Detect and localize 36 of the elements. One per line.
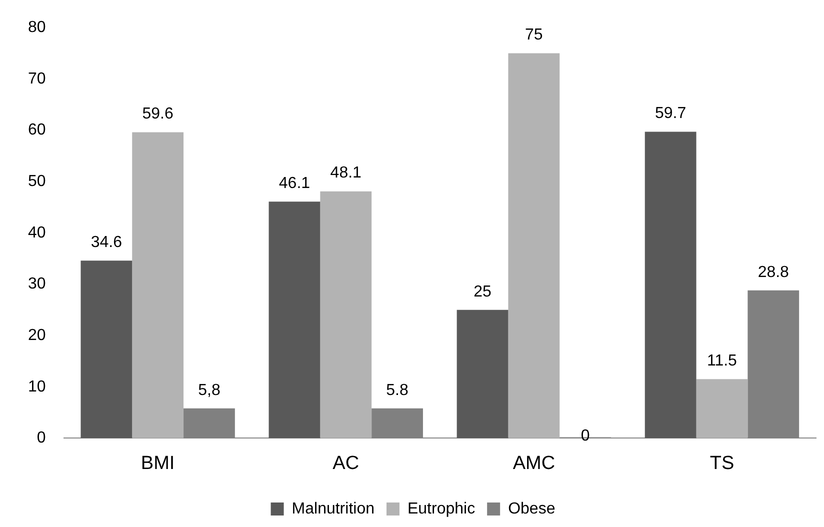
y-tick-label: 70 — [28, 70, 46, 88]
bar — [696, 379, 748, 438]
bar — [508, 53, 560, 438]
data-label: 59.7 — [655, 105, 686, 122]
bar — [132, 132, 184, 438]
y-tick-label: 30 — [28, 276, 46, 293]
bar — [80, 260, 132, 438]
data-label: 75 — [525, 26, 543, 44]
bar — [456, 310, 508, 438]
data-label: 11.5 — [707, 352, 738, 370]
bar — [644, 132, 696, 438]
y-tick-label: 20 — [28, 326, 46, 344]
y-tick-label: 0 — [36, 430, 46, 447]
x-tick-label: BMI — [140, 452, 175, 474]
data-label: 59.6 — [142, 106, 174, 123]
data-label: 34.6 — [90, 234, 122, 252]
data-label: 5.8 — [386, 382, 408, 399]
bar — [268, 202, 320, 438]
legend-label: Obese — [508, 500, 556, 518]
y-tick-label: 60 — [28, 122, 46, 139]
data-label: 48.1 — [330, 164, 362, 182]
legend-label: Eutrophic — [407, 500, 476, 518]
data-label: 5,8 — [198, 382, 220, 399]
y-tick-label: 50 — [28, 172, 46, 190]
y-tick-label: 40 — [28, 224, 46, 242]
x-tick-label: AC — [332, 452, 360, 474]
bar — [320, 191, 372, 438]
data-label: 46.1 — [278, 175, 310, 192]
legend-label: Malnutrition — [292, 500, 374, 518]
y-tick-label: 10 — [28, 378, 46, 396]
x-tick-label: TS — [710, 452, 734, 474]
x-tick-label: AMC — [512, 452, 556, 474]
data-label: 25 — [474, 283, 492, 300]
data-label: 0 — [580, 428, 590, 445]
data-label: 28.8 — [758, 264, 790, 281]
y-tick-label: 80 — [28, 19, 46, 36]
